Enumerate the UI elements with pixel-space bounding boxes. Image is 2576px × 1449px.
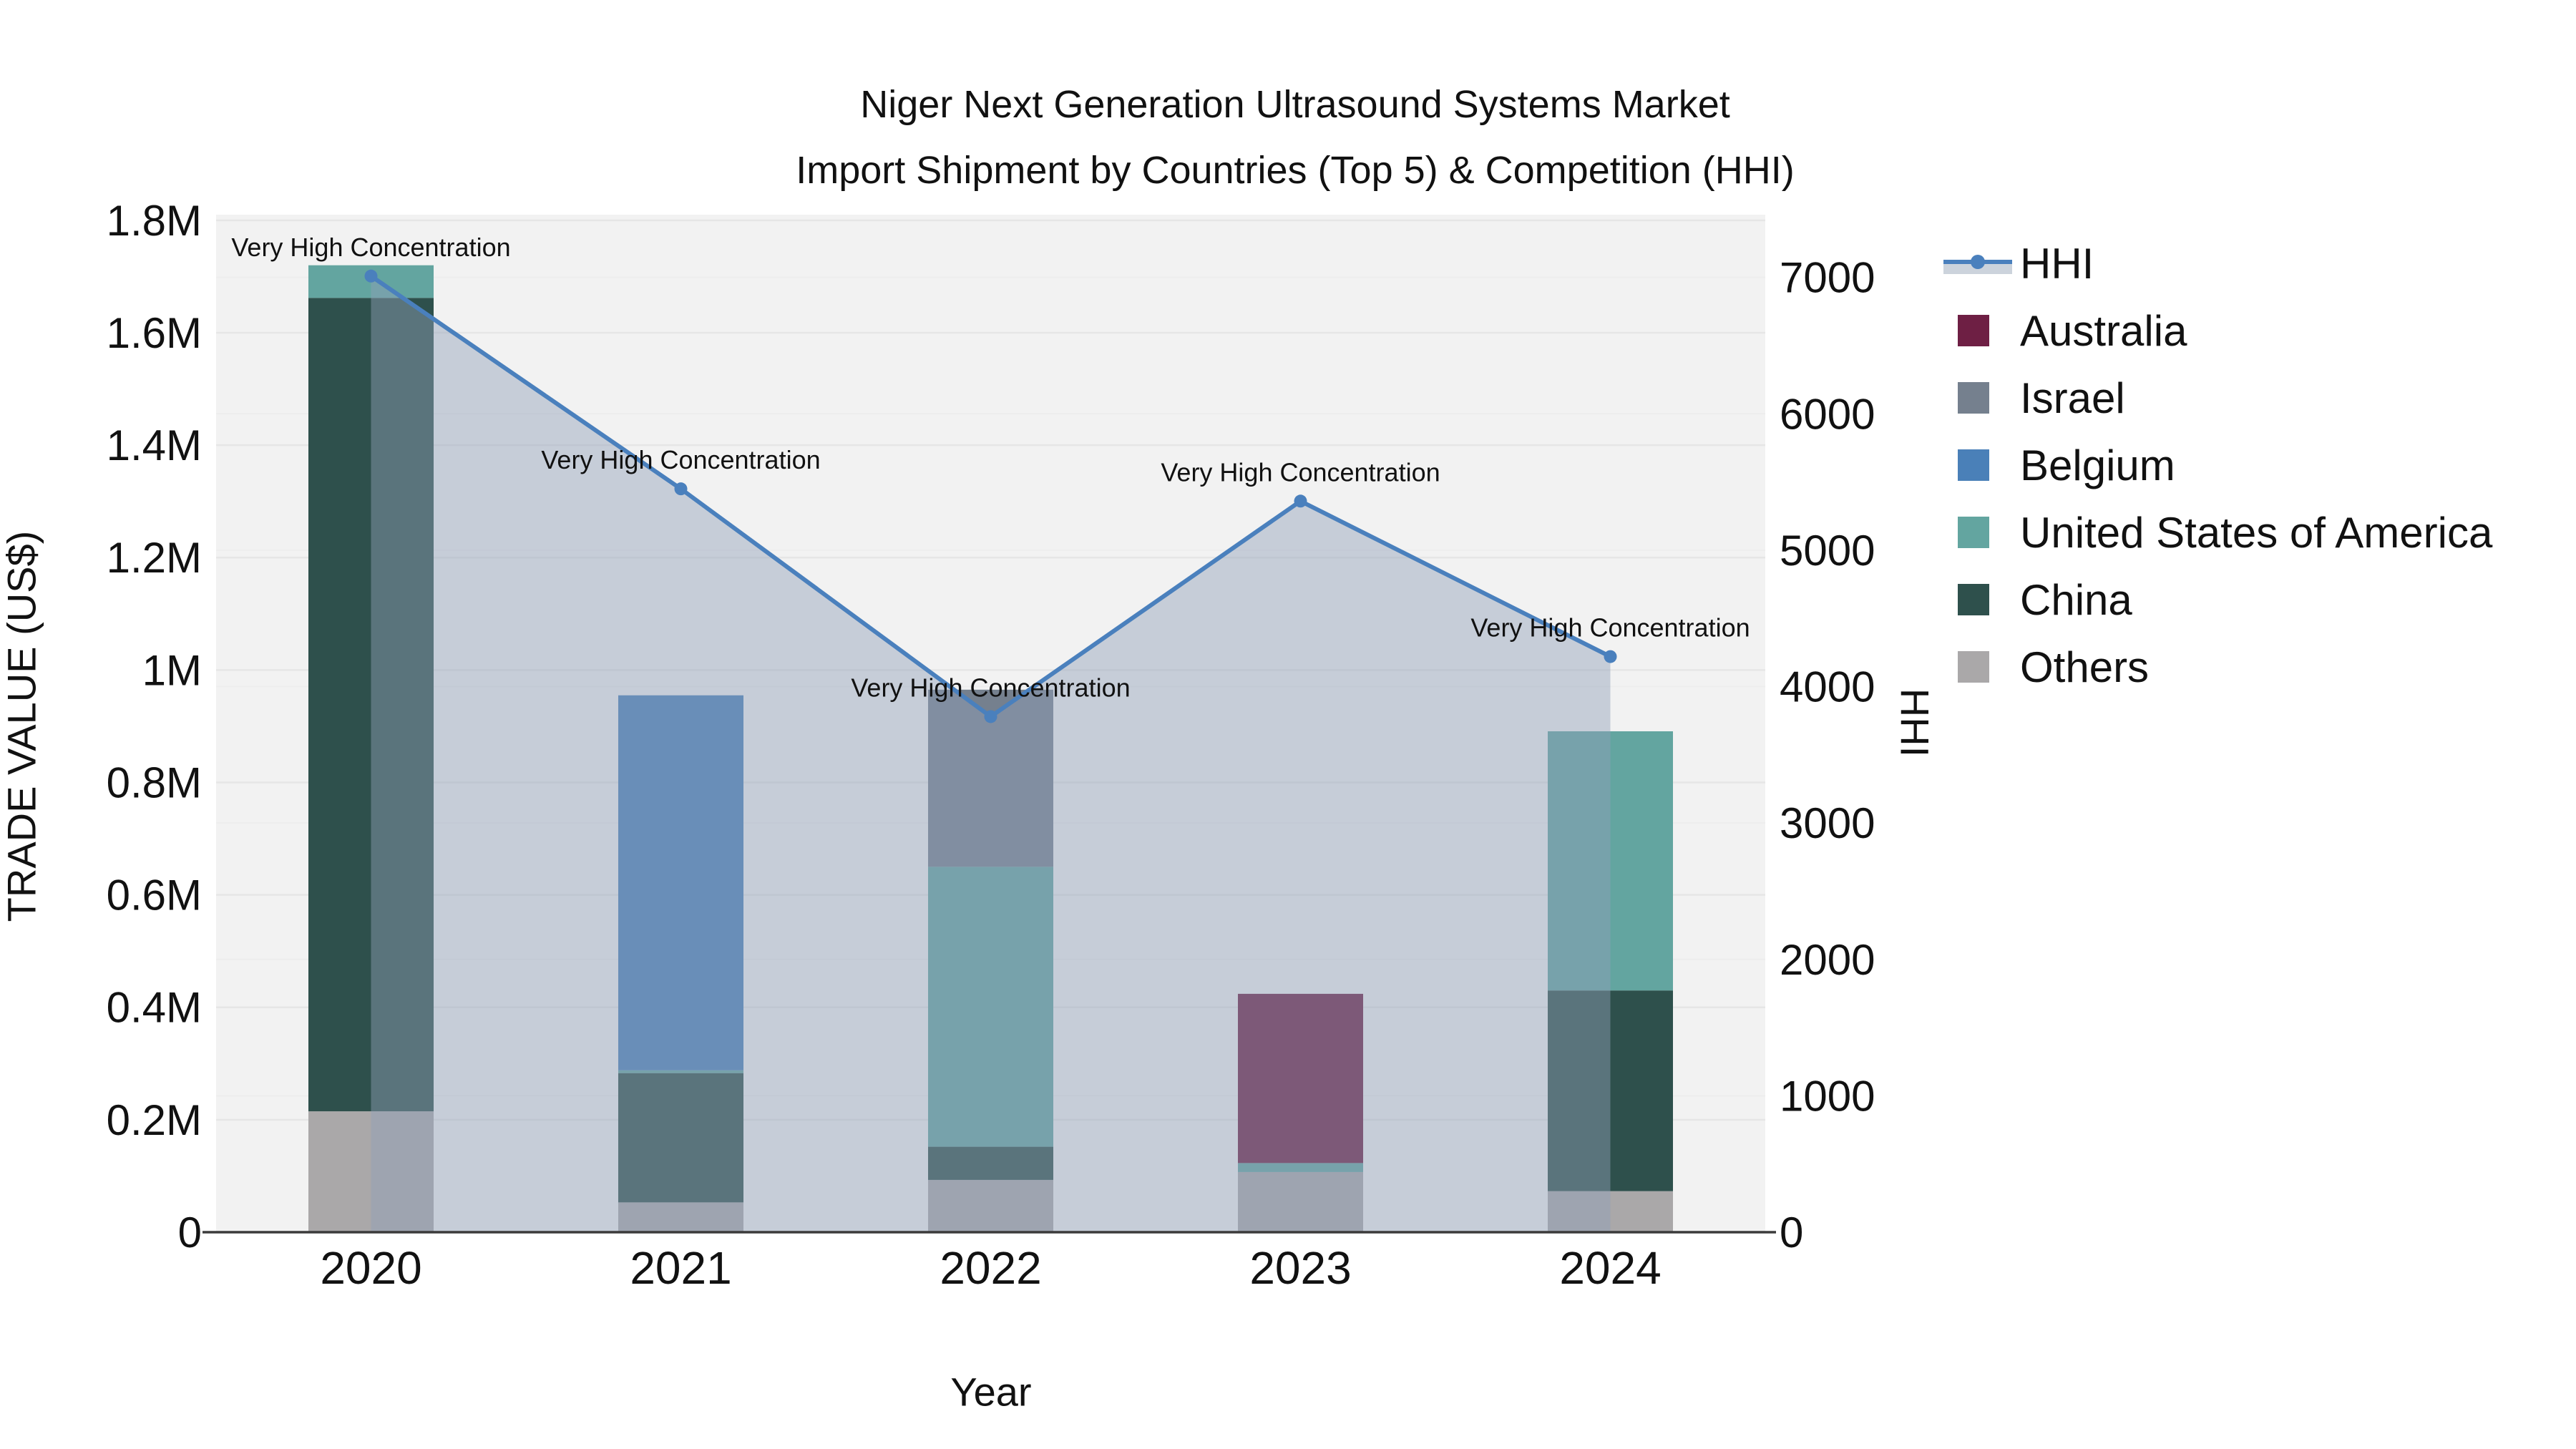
legend-item-israel[interactable]: Israel bbox=[1943, 364, 2492, 431]
bar-segment-others-2023[interactable] bbox=[1238, 1171, 1363, 1232]
bar-segment-belgium-2021[interactable] bbox=[618, 695, 743, 1070]
tick-label-left-0.2M: 0.2M bbox=[107, 1096, 202, 1144]
bar-segment-united-states-of-america-2024[interactable] bbox=[1548, 731, 1673, 991]
tick-label-left-0: 0 bbox=[178, 1209, 202, 1257]
legend-box-swatch bbox=[1943, 449, 2020, 481]
legend: HHI Australia Israel Belgium United States o… bbox=[1943, 230, 2492, 701]
legend-item-china[interactable]: China bbox=[1943, 566, 2492, 633]
tick-label-right-3000: 3000 bbox=[1780, 799, 1875, 847]
legend-label: Belgium bbox=[2020, 441, 2175, 489]
china-swatch bbox=[1958, 584, 1989, 615]
bar-segment-united-states-of-america-2021[interactable] bbox=[618, 1070, 743, 1073]
legend-label: Australia bbox=[2020, 306, 2187, 355]
tick-label-right-5000: 5000 bbox=[1780, 527, 1875, 575]
chart-title-line2: Import Shipment by Countries (Top 5) & C… bbox=[796, 149, 1795, 192]
tick-label-x-2023: 2023 bbox=[1249, 1242, 1351, 1294]
legend-box-swatch bbox=[1943, 584, 2020, 615]
tick-label-x-2024: 2024 bbox=[1559, 1242, 1661, 1294]
y-axis-title-left: TRADE VALUE (US$) bbox=[0, 530, 44, 922]
hhi-marker-2024[interactable] bbox=[1604, 650, 1617, 663]
bar-segment-australia-2023[interactable] bbox=[1238, 993, 1363, 1163]
annotation-2023: Very High Concentration bbox=[1161, 457, 1440, 487]
tick-label-left-1.2M: 1.2M bbox=[107, 534, 202, 582]
legend-line-swatch bbox=[1943, 253, 2020, 274]
tick-label-left-1M: 1M bbox=[142, 646, 202, 694]
tick-label-right-1000: 1000 bbox=[1780, 1072, 1875, 1120]
others-swatch bbox=[1958, 651, 1989, 683]
bar-segment-others-2024[interactable] bbox=[1548, 1191, 1673, 1232]
bar-segment-united-states-of-america-2023[interactable] bbox=[1238, 1163, 1363, 1172]
hhi-line-swatch bbox=[1943, 253, 2012, 274]
legend-box-swatch bbox=[1943, 382, 2020, 414]
hhi-marker-sample bbox=[1971, 255, 1985, 269]
hhi-marker-2022[interactable] bbox=[984, 710, 997, 723]
tick-label-right-0: 0 bbox=[1780, 1209, 1803, 1257]
australia-swatch bbox=[1958, 315, 1989, 346]
tick-label-x-2022: 2022 bbox=[940, 1242, 1041, 1294]
annotation-2024: Very High Concentration bbox=[1470, 613, 1750, 643]
annotation-2021: Very High Concentration bbox=[541, 445, 820, 474]
bar-segment-united-states-of-america-2022[interactable] bbox=[928, 867, 1053, 1147]
belgium-swatch bbox=[1958, 449, 1989, 481]
legend-box-swatch bbox=[1943, 315, 2020, 346]
legend-box-swatch bbox=[1943, 517, 2020, 548]
annotation-2020: Very High Concentration bbox=[231, 233, 510, 262]
tick-label-left-1.6M: 1.6M bbox=[107, 309, 202, 357]
bar-segment-others-2022[interactable] bbox=[928, 1179, 1053, 1232]
legend-label: Others bbox=[2020, 643, 2150, 691]
tick-label-right-4000: 4000 bbox=[1780, 663, 1875, 711]
bar-segment-others-2020[interactable] bbox=[308, 1111, 434, 1232]
hhi-area-fill bbox=[371, 275, 1611, 1232]
legend-box-swatch bbox=[1943, 651, 2020, 683]
tick-label-right-7000: 7000 bbox=[1780, 254, 1875, 302]
tick-label-x-2021: 2021 bbox=[630, 1242, 731, 1294]
tick-label-right-2000: 2000 bbox=[1780, 936, 1875, 984]
legend-item-united-states-of-america[interactable]: United States of America bbox=[1943, 499, 2492, 566]
legend-label: United States of America bbox=[2020, 508, 2493, 557]
chart-title: Niger Next Generation Ultrasound Systems… bbox=[796, 72, 1795, 203]
tick-label-left-0.6M: 0.6M bbox=[107, 872, 202, 919]
tick-label-right-6000: 6000 bbox=[1780, 390, 1875, 438]
bar-segment-china-2020[interactable] bbox=[308, 298, 434, 1112]
israel-swatch bbox=[1958, 382, 1989, 414]
legend-label: China bbox=[2020, 575, 2132, 624]
hhi-marker-2023[interactable] bbox=[1294, 494, 1307, 508]
legend-label: HHI bbox=[2020, 239, 2094, 288]
tick-label-left-1.4M: 1.4M bbox=[107, 421, 202, 469]
legend-item-hhi[interactable]: HHI bbox=[1943, 230, 2492, 297]
united-states-of-america-swatch bbox=[1958, 517, 1989, 548]
tick-label-left-0.8M: 0.8M bbox=[107, 758, 202, 806]
x-axis-title: Year bbox=[950, 1369, 1032, 1415]
legend-item-belgium[interactable]: Belgium bbox=[1943, 431, 2492, 499]
bar-segment-china-2021[interactable] bbox=[618, 1073, 743, 1203]
bar-segment-china-2022[interactable] bbox=[928, 1146, 1053, 1180]
tick-label-x-2020: 2020 bbox=[320, 1242, 421, 1294]
annotation-2022: Very High Concentration bbox=[851, 673, 1130, 702]
legend-item-australia[interactable]: Australia bbox=[1943, 297, 2492, 364]
bar-segment-others-2021[interactable] bbox=[618, 1202, 743, 1232]
tick-label-left-1.8M: 1.8M bbox=[107, 197, 202, 245]
chart-title-line1: Niger Next Generation Ultrasound Systems… bbox=[860, 83, 1730, 126]
legend-label: Israel bbox=[2020, 374, 2125, 422]
hhi-marker-2021[interactable] bbox=[674, 482, 688, 496]
hhi-marker-2020[interactable] bbox=[364, 269, 378, 283]
legend-item-others[interactable]: Others bbox=[1943, 633, 2492, 701]
tick-label-left-0.4M: 0.4M bbox=[107, 984, 202, 1032]
y-axis-title-right: HHI bbox=[1892, 688, 1938, 758]
bar-segment-china-2024[interactable] bbox=[1548, 990, 1673, 1191]
